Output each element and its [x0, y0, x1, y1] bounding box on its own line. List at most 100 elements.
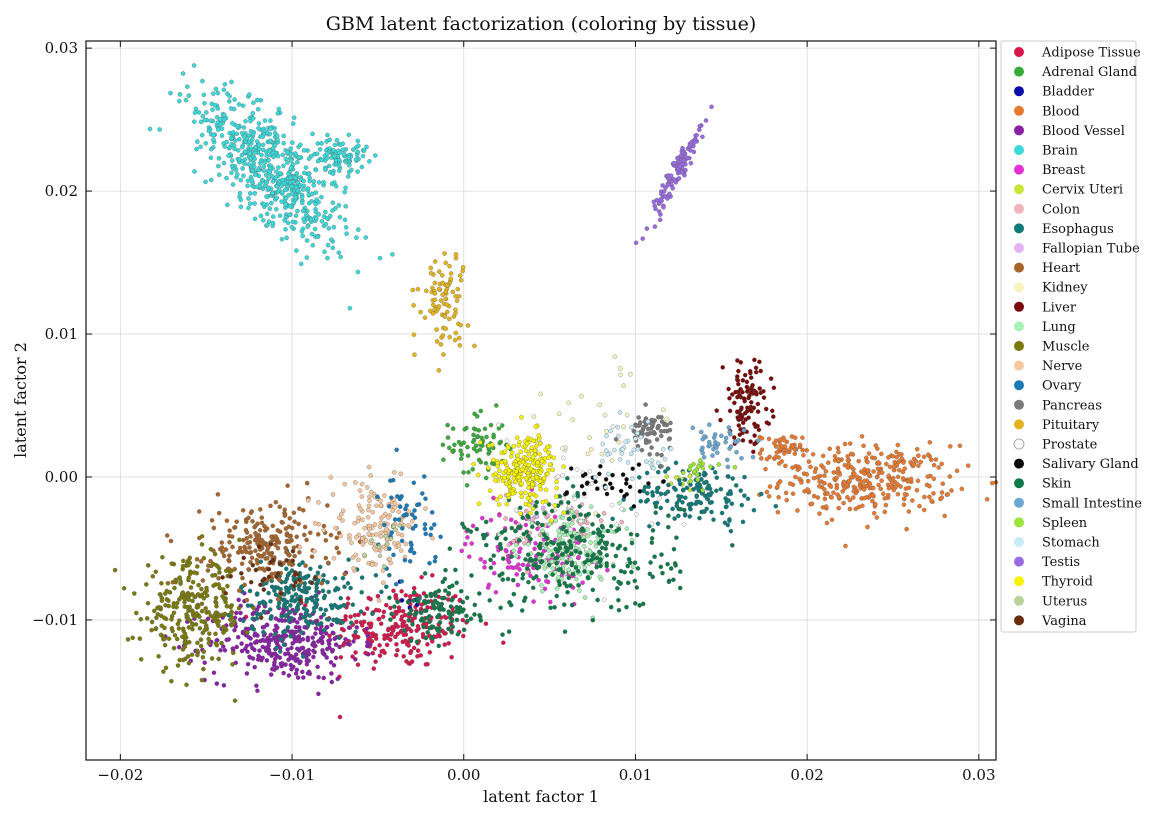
data-point	[274, 133, 280, 139]
data-point	[354, 625, 360, 630]
data-point	[211, 137, 216, 142]
data-point	[753, 365, 759, 371]
data-point	[162, 642, 168, 648]
data-point	[900, 476, 906, 481]
data-point	[398, 548, 404, 553]
data-point	[571, 514, 577, 519]
data-point	[450, 426, 456, 431]
legend-label: Bladder	[1042, 85, 1095, 100]
data-point	[235, 124, 240, 129]
data-point	[201, 666, 206, 672]
data-point	[240, 166, 245, 171]
data-point	[879, 478, 884, 483]
data-point	[279, 636, 284, 642]
data-point	[186, 660, 192, 666]
data-point	[574, 467, 580, 472]
data-point	[247, 588, 253, 594]
data-point	[433, 593, 438, 598]
data-point	[757, 359, 762, 365]
data-point	[293, 175, 298, 181]
data-point	[395, 647, 400, 653]
data-point	[931, 491, 936, 496]
data-point	[766, 436, 772, 442]
legend-label: Blood	[1042, 104, 1080, 119]
legend-marker	[1014, 419, 1024, 430]
data-point	[342, 584, 347, 590]
data-point	[285, 625, 291, 630]
data-point	[388, 605, 393, 611]
data-point	[767, 484, 773, 489]
data-point	[413, 523, 418, 529]
data-point	[341, 151, 347, 157]
data-point	[442, 576, 448, 582]
data-point	[939, 461, 944, 467]
data-point	[465, 618, 470, 624]
data-point	[259, 520, 265, 526]
data-point	[206, 636, 211, 642]
data-point	[856, 458, 861, 464]
data-point	[637, 489, 643, 494]
data-point	[436, 286, 442, 292]
data-point	[315, 664, 320, 670]
data-point	[883, 502, 889, 508]
data-point	[229, 135, 234, 141]
data-point	[528, 466, 533, 472]
data-point	[755, 409, 761, 414]
legend-marker	[1014, 184, 1024, 195]
data-point	[274, 206, 279, 212]
data-point	[442, 251, 447, 256]
data-point	[288, 165, 294, 171]
data-point	[283, 662, 288, 667]
data-point	[198, 119, 204, 125]
data-point	[296, 601, 302, 606]
data-point	[130, 635, 135, 641]
data-point	[494, 497, 500, 502]
data-point	[748, 375, 754, 380]
data-point	[613, 437, 619, 442]
data-point	[282, 507, 287, 512]
data-point	[460, 617, 466, 623]
data-point	[753, 424, 758, 429]
data-point	[876, 482, 881, 488]
data-point	[222, 112, 227, 118]
data-point	[431, 601, 436, 607]
data-point	[223, 627, 229, 633]
data-point	[658, 197, 664, 202]
data-point	[299, 200, 305, 206]
data-point	[606, 471, 611, 477]
data-point	[588, 540, 593, 545]
data-point	[163, 665, 169, 671]
data-point	[603, 546, 608, 551]
data-point	[328, 532, 334, 538]
data-point	[620, 472, 626, 477]
data-point	[199, 534, 205, 539]
data-point	[465, 453, 471, 458]
data-point	[865, 468, 871, 473]
data-point	[173, 577, 179, 583]
data-point	[428, 593, 434, 599]
data-point	[598, 464, 603, 469]
data-point	[529, 445, 535, 450]
data-point	[208, 546, 214, 552]
data-point	[569, 509, 575, 514]
data-point	[316, 691, 321, 697]
data-point	[393, 594, 398, 599]
data-point	[359, 590, 364, 595]
data-point	[423, 496, 428, 501]
data-point	[720, 365, 725, 370]
data-point	[832, 453, 838, 459]
data-point	[675, 155, 680, 161]
data-point	[388, 536, 394, 542]
data-point	[399, 538, 405, 544]
data-point	[684, 485, 690, 491]
data-point	[237, 588, 242, 593]
data-point	[879, 451, 884, 457]
data-point	[411, 332, 417, 337]
data-point	[208, 613, 214, 619]
data-point	[309, 231, 315, 237]
data-point	[745, 496, 751, 502]
legend-label: Pancreas	[1042, 398, 1102, 413]
data-point	[673, 487, 678, 492]
data-point	[215, 492, 221, 497]
data-point	[376, 608, 382, 613]
